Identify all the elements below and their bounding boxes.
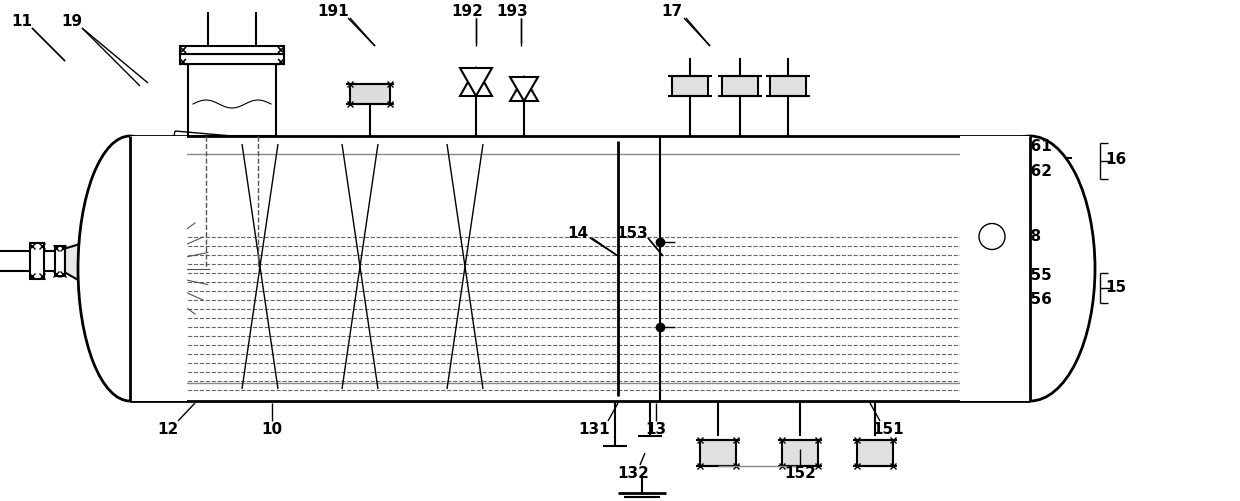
Polygon shape — [460, 68, 492, 96]
Polygon shape — [510, 77, 538, 101]
Text: 192: 192 — [451, 4, 482, 19]
Text: 193: 193 — [496, 4, 528, 19]
Polygon shape — [64, 230, 125, 307]
Text: 162: 162 — [1021, 163, 1052, 178]
Text: 15: 15 — [1105, 281, 1126, 296]
Ellipse shape — [78, 136, 182, 401]
Ellipse shape — [965, 136, 1095, 401]
Bar — [672, 76, 708, 96]
Text: 13: 13 — [646, 421, 667, 436]
Text: 151: 151 — [872, 421, 904, 436]
Bar — [30, 242, 43, 279]
Text: 17: 17 — [661, 4, 682, 19]
Text: 152: 152 — [784, 465, 816, 480]
Bar — [180, 46, 284, 54]
Polygon shape — [460, 68, 492, 96]
Text: 191: 191 — [317, 4, 348, 19]
Text: 132: 132 — [618, 465, 649, 480]
Text: 10: 10 — [262, 421, 283, 436]
Bar — [350, 84, 391, 104]
Bar — [701, 440, 737, 466]
Text: 19: 19 — [62, 14, 83, 29]
Text: 131: 131 — [578, 421, 610, 436]
Text: 153: 153 — [616, 225, 647, 240]
Bar — [55, 245, 64, 276]
Bar — [857, 440, 893, 466]
Bar — [770, 76, 806, 96]
Text: 14: 14 — [568, 225, 589, 240]
Text: 18: 18 — [1021, 228, 1042, 243]
Circle shape — [980, 223, 1004, 249]
Bar — [130, 136, 187, 401]
Text: 11: 11 — [11, 14, 32, 29]
Polygon shape — [510, 77, 538, 101]
Bar — [722, 76, 758, 96]
Bar — [960, 136, 1030, 401]
Text: 16: 16 — [1105, 151, 1126, 166]
Text: 155: 155 — [1021, 269, 1052, 284]
Text: 156: 156 — [1021, 292, 1052, 307]
Bar — [782, 440, 818, 466]
Text: 161: 161 — [1021, 138, 1052, 153]
Bar — [180, 54, 284, 64]
Text: 12: 12 — [157, 421, 179, 436]
Bar — [188, 64, 277, 136]
